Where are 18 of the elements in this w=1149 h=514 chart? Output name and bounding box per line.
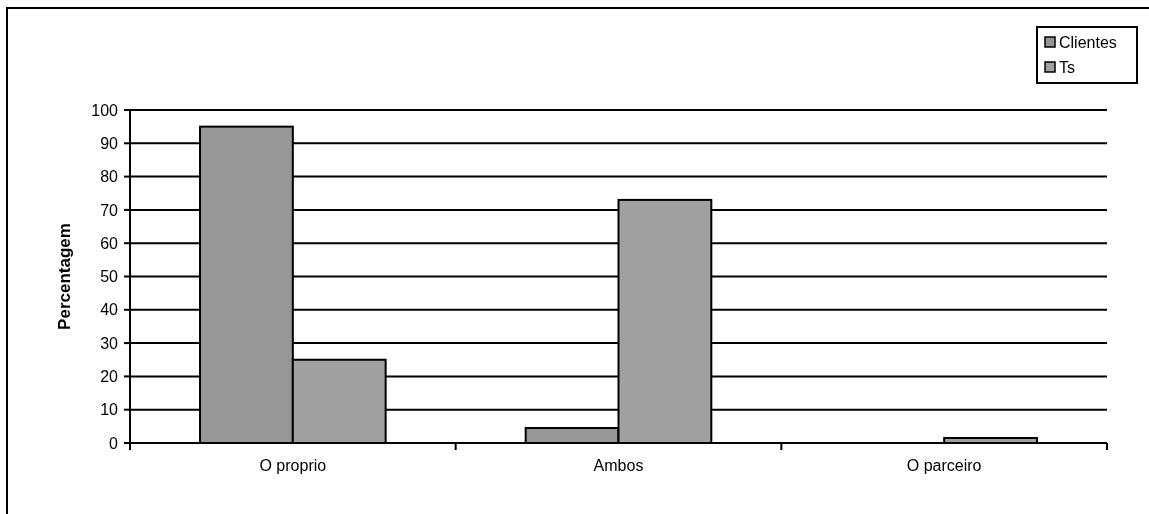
y-tick-label: 0 (109, 434, 119, 452)
y-tick-label: 90 (100, 134, 119, 152)
y-tick-label: 100 (91, 101, 119, 119)
x-tick-label: O proprio (259, 457, 327, 474)
legend-label: Clientes (1059, 33, 1117, 51)
legend-label: Ts (1059, 58, 1075, 76)
bar (943, 437, 1038, 444)
x-tick-label: O parceiro (906, 457, 982, 474)
y-tick-label: 30 (100, 334, 119, 352)
y-tick-label: 20 (100, 368, 119, 385)
y-tick-label: 10 (100, 401, 119, 419)
y-axis-title: Percentagem (55, 223, 74, 330)
x-tick-label: Ambos (593, 457, 644, 474)
y-tick-label: 40 (100, 301, 119, 319)
y-tick-label: 50 (100, 268, 119, 286)
y-tick-label: 70 (100, 201, 119, 219)
y-tick-label: 60 (100, 234, 119, 252)
y-tick-label: 80 (100, 168, 119, 186)
